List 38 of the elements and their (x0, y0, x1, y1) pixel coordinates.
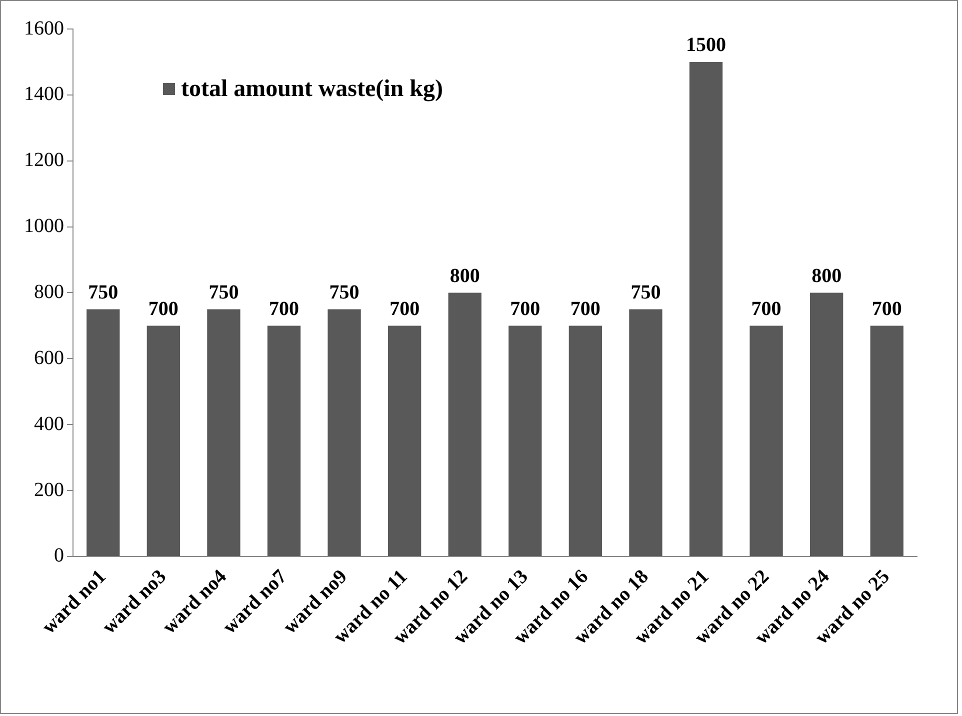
data-label: 700 (148, 298, 178, 320)
data-label: 700 (751, 298, 782, 320)
bar (568, 326, 602, 556)
y-tick-label: 1400 (24, 83, 64, 106)
bar (689, 62, 723, 556)
y-tick-label: 1200 (24, 149, 64, 172)
data-label: 800 (812, 264, 842, 287)
data-label: 750 (208, 281, 239, 304)
data-label: 1500 (686, 34, 726, 56)
data-label: 800 (450, 264, 480, 287)
bar (207, 309, 240, 556)
y-tick-label: 800 (34, 280, 64, 303)
bar (870, 326, 904, 556)
bar (810, 292, 844, 556)
y-tick-label: 600 (34, 346, 64, 369)
data-label: 700 (269, 298, 299, 320)
y-tick-label: 0 (54, 544, 64, 567)
bar (146, 326, 180, 556)
bar (328, 309, 361, 556)
bar (508, 326, 542, 556)
data-label: 750 (88, 281, 118, 304)
bar (629, 309, 662, 556)
y-tick-label: 200 (34, 478, 64, 501)
bar (267, 326, 301, 556)
data-label: 750 (630, 281, 661, 304)
bar (388, 326, 422, 556)
y-tick-label: 1600 (24, 17, 64, 40)
data-label: 700 (510, 298, 540, 320)
y-tick-label: 1000 (24, 215, 64, 238)
bar (448, 292, 482, 556)
y-tick-label: 400 (34, 412, 64, 435)
data-label: 700 (872, 298, 902, 320)
legend-label: total amount waste(in kg) (181, 76, 443, 102)
bar (86, 309, 120, 556)
bar (750, 326, 783, 556)
data-label: 750 (329, 281, 360, 304)
data-label: 700 (570, 298, 600, 320)
data-label: 700 (390, 298, 420, 320)
